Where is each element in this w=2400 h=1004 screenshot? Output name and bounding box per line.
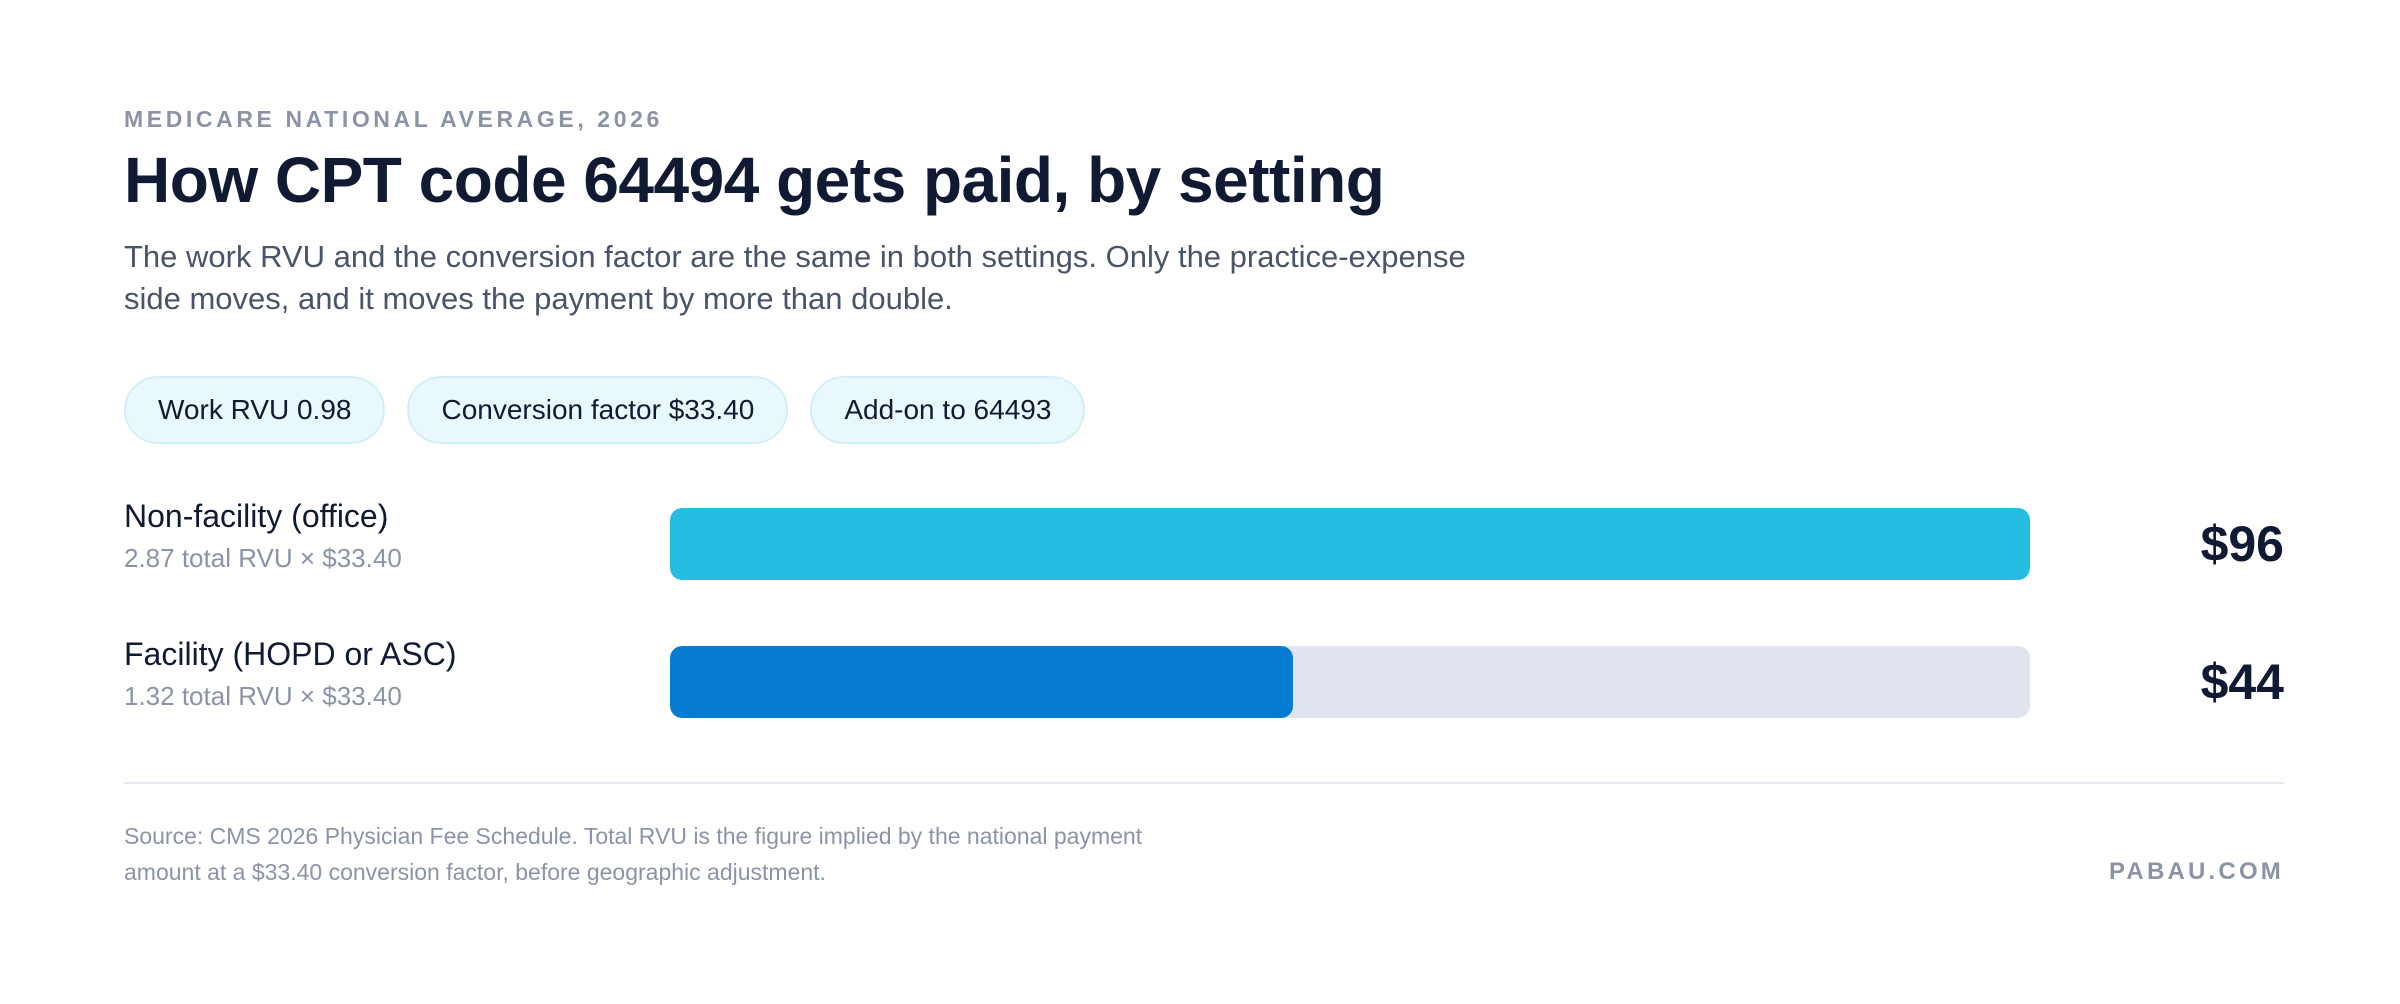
pill-work-rvu: Work RVU 0.98 (124, 376, 386, 444)
bar-non-facility (670, 508, 2030, 580)
bar-value-non-facility: $96 (2200, 516, 2284, 572)
chart-subtitle: The work RVU and the conversion factor a… (124, 239, 1466, 316)
brand-wordmark: PABAU.COM (2108, 858, 2284, 885)
bar-chart: Non-facility (office) 2.87 total RVU × $… (124, 498, 2284, 738)
bar-label-non-facility: Non-facility (office) (124, 498, 389, 534)
bar-sublabel-facility: 1.32 total RVU × $33.40 (124, 681, 402, 711)
bar-track-non-facility (670, 508, 2030, 580)
bar-row-non-facility: Non-facility (office) 2.87 total RVU × $… (124, 498, 2284, 580)
eyebrow-label: MEDICARE NATIONAL AVERAGE, 2026 (124, 106, 663, 132)
pill-add-on: Add-on to 64493 (810, 376, 1086, 444)
bar-track-facility (670, 646, 2030, 718)
fact-pills: Work RVU 0.98 Conversion factor $33.40 A… (124, 376, 2284, 444)
footer-divider (124, 782, 2284, 784)
bar-sublabel-non-facility: 2.87 total RVU × $33.40 (124, 543, 402, 573)
bar-value-facility: $44 (2200, 654, 2284, 710)
bar-label-facility: Facility (HOPD or ASC) (124, 636, 457, 672)
source-note: Source: CMS 2026 Physician Fee Schedule.… (124, 823, 1143, 885)
chart-title: How CPT code 64494 gets paid, by setting (124, 144, 1385, 216)
bar-row-facility: Facility (HOPD or ASC) 1.32 total RVU × … (124, 636, 2284, 718)
chart-card: MEDICARE NATIONAL AVERAGE, 2026 How CPT … (124, 104, 2284, 738)
bar-facility (670, 646, 1294, 718)
pill-conversion-factor: Conversion factor $33.40 (407, 376, 789, 444)
